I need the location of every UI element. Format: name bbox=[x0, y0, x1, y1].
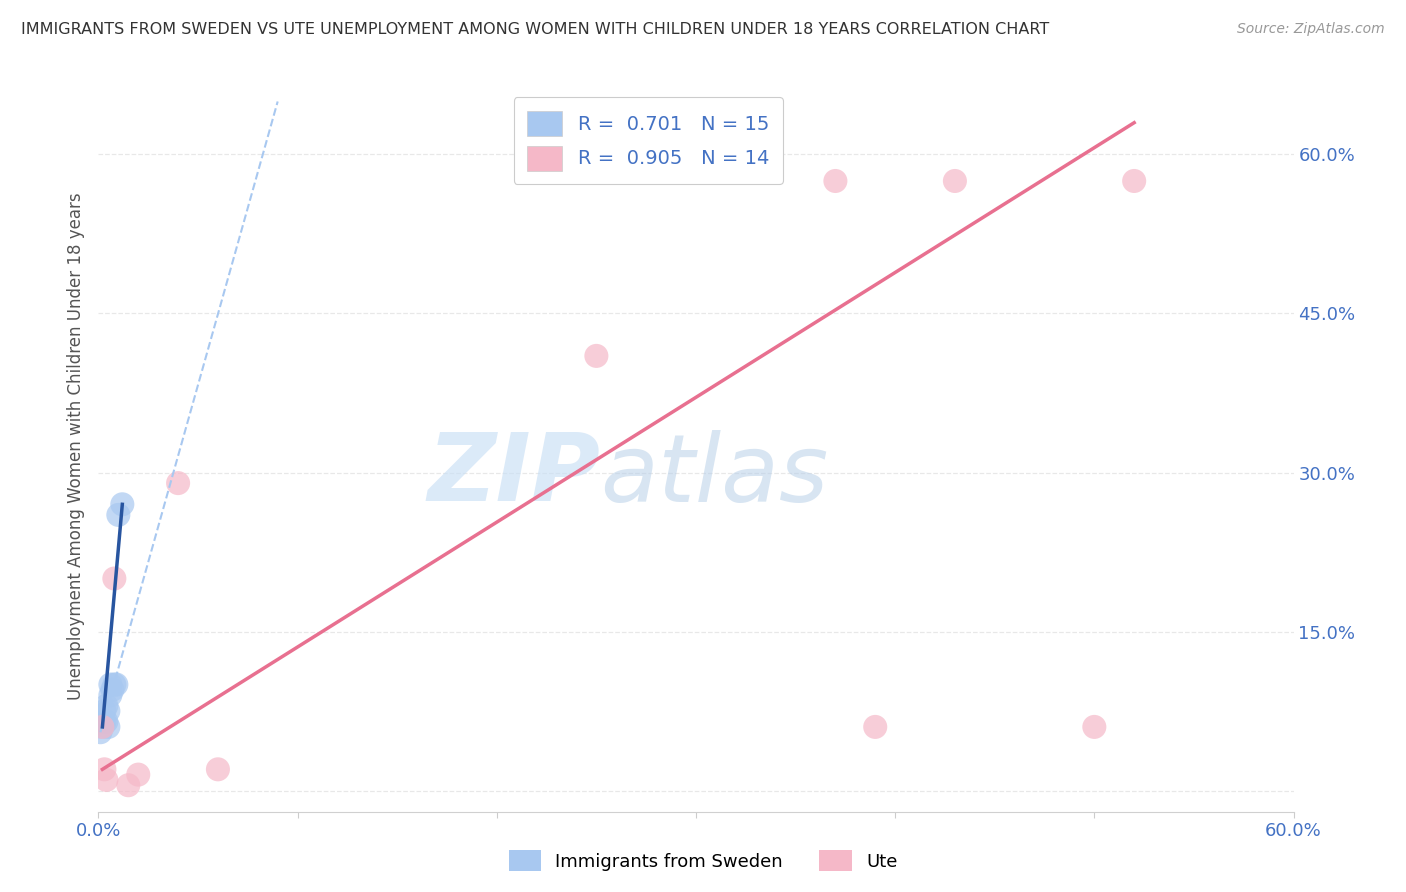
Point bbox=[101, 682, 124, 697]
Point bbox=[107, 508, 129, 522]
Point bbox=[98, 688, 122, 702]
Point bbox=[96, 698, 118, 713]
Point bbox=[1123, 174, 1146, 188]
Point bbox=[89, 725, 111, 739]
Point bbox=[117, 778, 139, 792]
Text: Source: ZipAtlas.com: Source: ZipAtlas.com bbox=[1237, 22, 1385, 37]
Point bbox=[1083, 720, 1105, 734]
Point bbox=[127, 767, 149, 781]
Point bbox=[93, 704, 115, 718]
Text: IMMIGRANTS FROM SWEDEN VS UTE UNEMPLOYMENT AMONG WOMEN WITH CHILDREN UNDER 18 YE: IMMIGRANTS FROM SWEDEN VS UTE UNEMPLOYME… bbox=[21, 22, 1049, 37]
Point bbox=[865, 720, 887, 734]
Point bbox=[98, 677, 122, 691]
Point bbox=[97, 704, 120, 718]
Point bbox=[207, 762, 229, 776]
Point bbox=[96, 772, 118, 787]
Point bbox=[111, 497, 134, 511]
Legend: Immigrants from Sweden, Ute: Immigrants from Sweden, Ute bbox=[502, 843, 904, 879]
Point bbox=[91, 720, 114, 734]
Point bbox=[93, 714, 115, 729]
Point bbox=[97, 720, 120, 734]
Point bbox=[93, 762, 115, 776]
Point bbox=[167, 476, 190, 491]
Point bbox=[824, 174, 846, 188]
Text: atlas: atlas bbox=[600, 430, 828, 521]
Y-axis label: Unemployment Among Women with Children Under 18 years: Unemployment Among Women with Children U… bbox=[66, 192, 84, 700]
Point bbox=[103, 677, 125, 691]
Point bbox=[585, 349, 607, 363]
Point bbox=[103, 572, 125, 586]
Point bbox=[91, 720, 114, 734]
Point bbox=[96, 714, 118, 729]
Point bbox=[943, 174, 966, 188]
Text: ZIP: ZIP bbox=[427, 429, 600, 521]
Point bbox=[105, 677, 128, 691]
Legend: R =  0.701   N = 15, R =  0.905   N = 14: R = 0.701 N = 15, R = 0.905 N = 14 bbox=[513, 97, 783, 185]
